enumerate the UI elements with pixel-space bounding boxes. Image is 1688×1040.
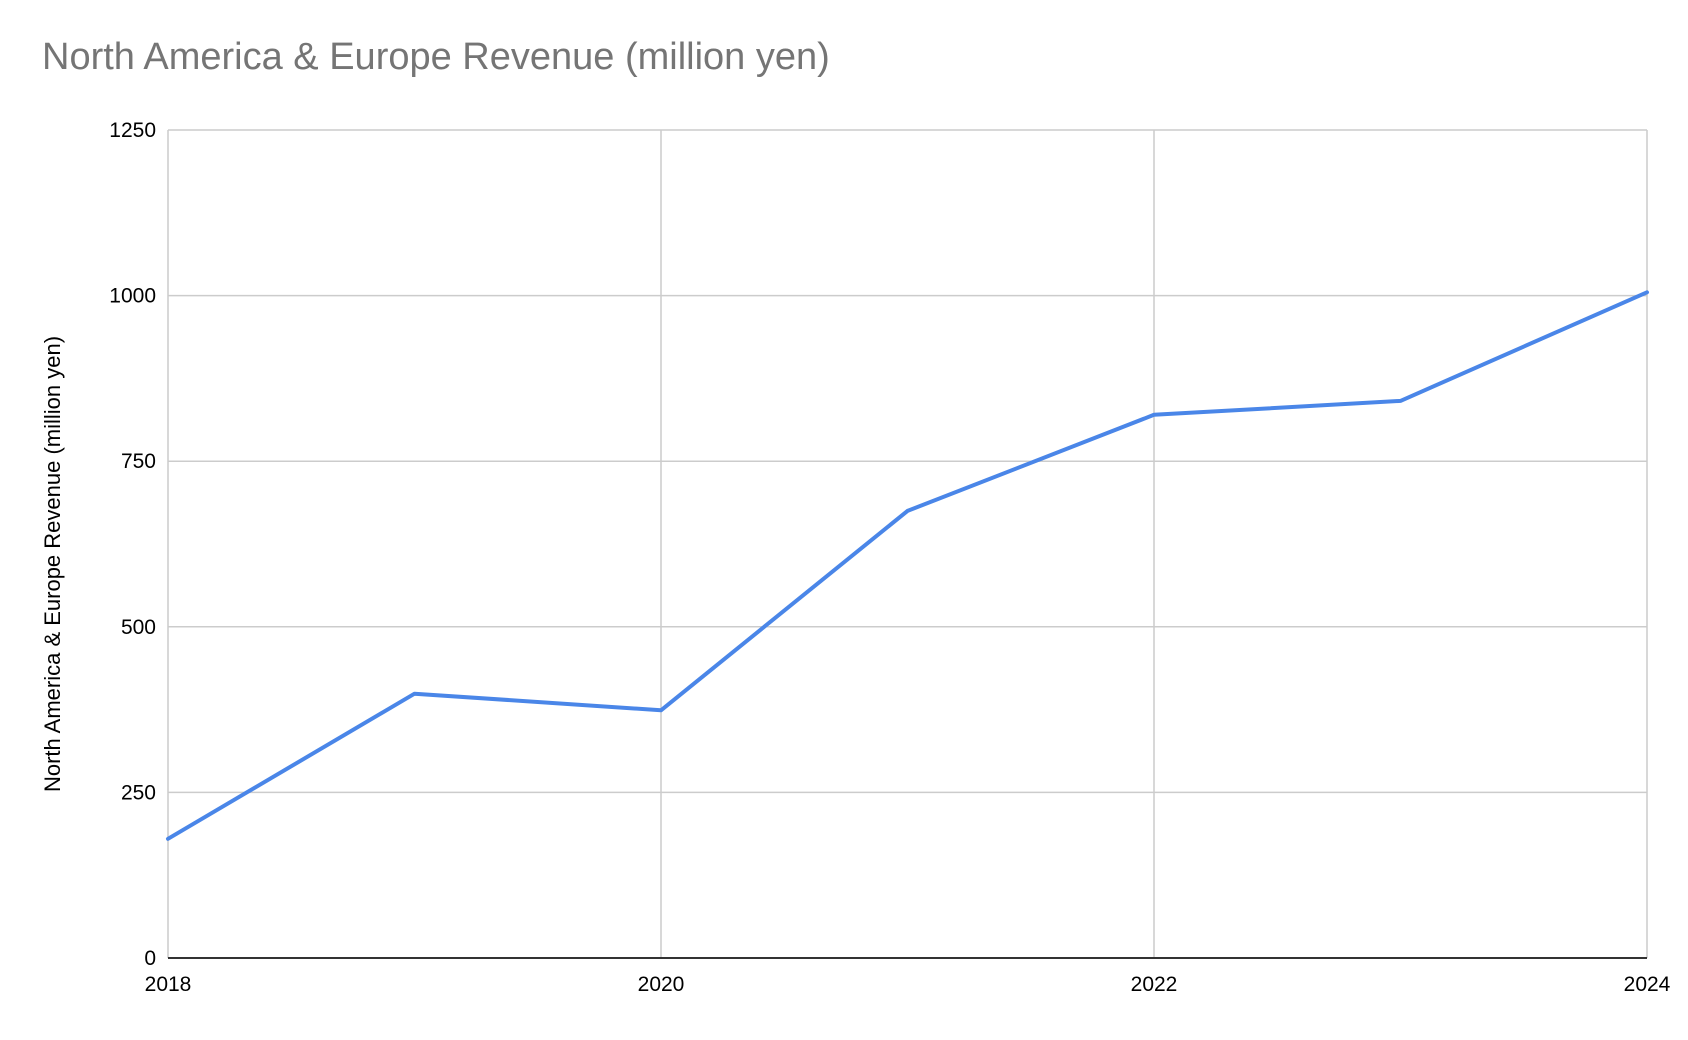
- x-tick-label: 2022: [1131, 973, 1178, 996]
- y-axis-ticks: 0 250 500 750 1000 1250: [109, 119, 156, 970]
- x-tick-label: 2018: [145, 973, 192, 996]
- grid: [168, 129, 1648, 958]
- series-lines: [166, 290, 1649, 841]
- y-tick-label: 250: [121, 781, 156, 804]
- x-tick-label: 2020: [638, 973, 685, 996]
- y-axis-title: North America & Europe Revenue (million …: [40, 336, 65, 792]
- x-tick-label: 2024: [1624, 973, 1671, 996]
- series-line: [166, 290, 1649, 841]
- axes: [167, 130, 1647, 959]
- y-tick-label: 0: [144, 947, 156, 970]
- y-tick-label: 1000: [109, 285, 156, 308]
- y-tick-label: 750: [121, 450, 156, 473]
- y-tick-label: 1250: [109, 119, 156, 142]
- x-axis-ticks: 2018 2020 2022 2024: [145, 973, 1671, 996]
- y-tick-label: 500: [121, 616, 156, 639]
- chart-title: North America & Europe Revenue (million …: [42, 36, 830, 78]
